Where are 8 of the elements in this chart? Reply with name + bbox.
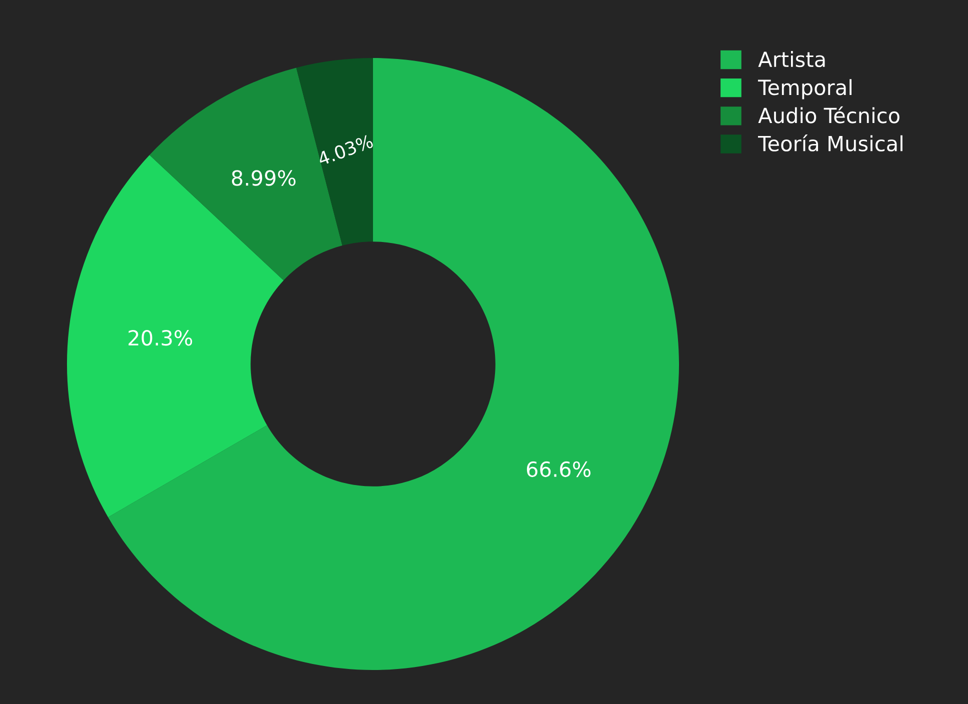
legend-label: Temporal [758,79,852,100]
legend-label: Audio Técnico [758,106,900,124]
data-label: 66.6% [526,461,590,478]
legend-label: Teoría Musical [758,134,902,152]
data-label: 8.99% [232,170,296,186]
legend-label: Artista [758,51,825,68]
data-label: 20.3% [128,330,192,346]
data-label: 4.03% [316,134,374,166]
